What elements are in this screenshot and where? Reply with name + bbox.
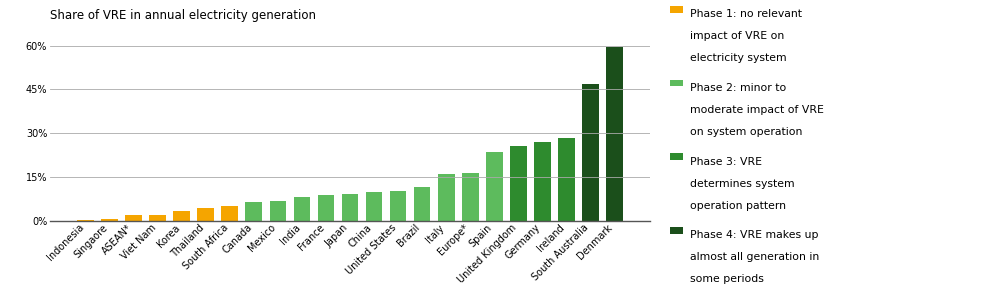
Text: operation pattern: operation pattern [690, 201, 786, 211]
Bar [414, 187, 430, 221]
Bar [318, 195, 334, 221]
Text: impact of VRE on: impact of VRE on [690, 31, 784, 41]
Bar [582, 84, 599, 221]
Text: determines system: determines system [690, 179, 794, 189]
Text: almost all generation in: almost all generation in [690, 252, 819, 262]
Text: Share of VRE in annual electricity generation: Share of VRE in annual electricity gener… [50, 9, 316, 22]
Text: Phase 4: VRE makes up: Phase 4: VRE makes up [690, 230, 818, 240]
Bar [366, 192, 382, 221]
Bar [294, 197, 310, 221]
Bar [462, 173, 479, 221]
Bar [125, 215, 142, 221]
Text: electricity system: electricity system [690, 53, 786, 64]
Text: on system operation: on system operation [690, 127, 802, 137]
Text: Phase 3: VRE: Phase 3: VRE [690, 157, 762, 167]
Bar [245, 202, 262, 221]
Bar [510, 146, 527, 221]
Bar [486, 152, 503, 221]
Text: Phase 1: no relevant: Phase 1: no relevant [690, 9, 802, 19]
Text: moderate impact of VRE: moderate impact of VRE [690, 105, 824, 115]
Bar [534, 142, 551, 221]
Bar [342, 194, 358, 221]
Bar [149, 215, 166, 221]
Bar [606, 47, 623, 221]
Text: Phase 2: minor to: Phase 2: minor to [690, 83, 786, 93]
Bar [390, 191, 406, 221]
Bar [558, 138, 575, 221]
Bar [197, 208, 214, 221]
Bar [173, 211, 190, 221]
Bar [77, 220, 94, 221]
Text: some periods: some periods [690, 274, 764, 285]
Bar [438, 174, 455, 221]
Bar [270, 200, 286, 221]
Bar [101, 219, 118, 221]
Bar [221, 206, 238, 221]
